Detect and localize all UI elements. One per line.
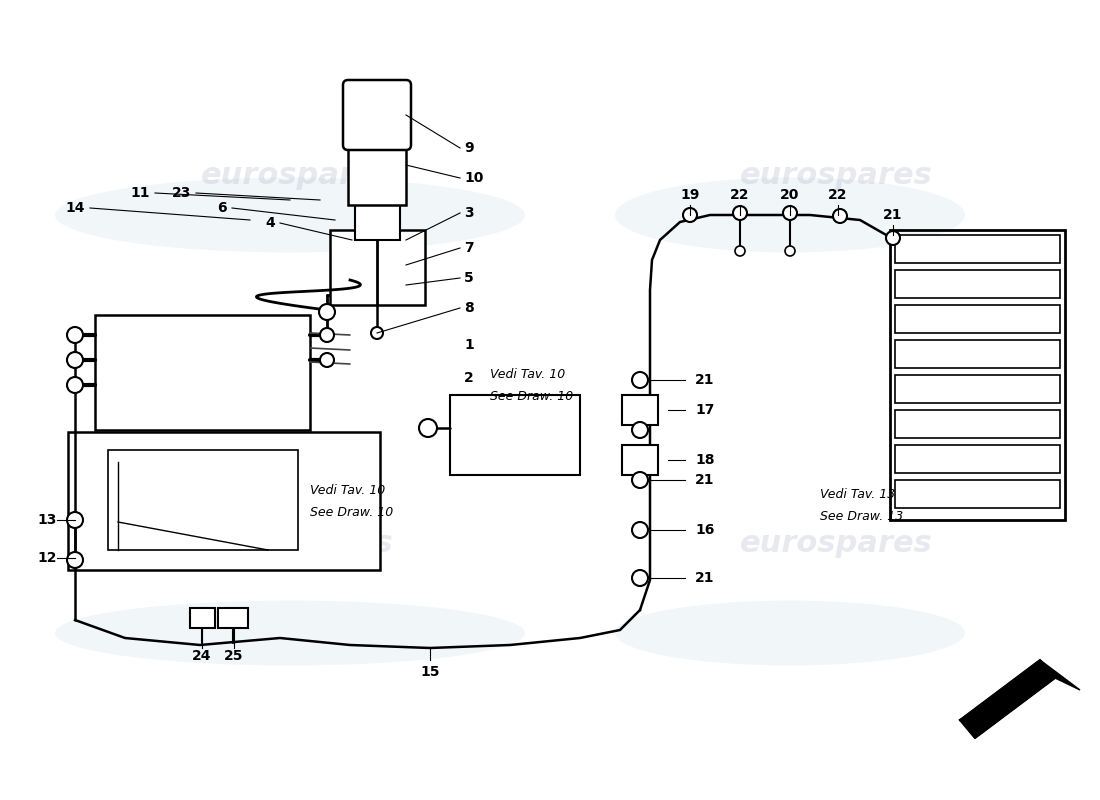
Text: 19: 19 <box>680 188 700 202</box>
Text: 7: 7 <box>464 241 474 255</box>
Bar <box>895 270 1060 298</box>
Ellipse shape <box>55 601 525 666</box>
Text: 11: 11 <box>131 186 150 200</box>
Circle shape <box>320 353 334 367</box>
Circle shape <box>632 570 648 586</box>
Circle shape <box>833 209 847 223</box>
Circle shape <box>320 328 334 342</box>
Text: 4: 4 <box>265 216 275 230</box>
Circle shape <box>783 206 798 220</box>
Bar <box>895 305 1060 333</box>
Text: 25: 25 <box>224 649 244 663</box>
Text: 21: 21 <box>695 473 715 487</box>
Bar <box>895 375 1060 403</box>
Ellipse shape <box>55 178 525 253</box>
Text: 8: 8 <box>464 301 474 315</box>
Text: 12: 12 <box>37 551 57 565</box>
Text: Vedi Tav. 10: Vedi Tav. 10 <box>490 369 565 382</box>
Bar <box>895 445 1060 473</box>
Text: 17: 17 <box>695 403 714 417</box>
Bar <box>895 480 1060 508</box>
Circle shape <box>67 327 82 343</box>
Text: 22: 22 <box>828 188 848 202</box>
Text: 23: 23 <box>172 186 191 200</box>
Ellipse shape <box>615 178 965 253</box>
Circle shape <box>319 304 336 320</box>
Text: 9: 9 <box>464 141 474 155</box>
Bar <box>895 410 1060 438</box>
Bar <box>95 315 310 430</box>
Circle shape <box>67 377 82 393</box>
Bar <box>621 445 658 475</box>
Circle shape <box>632 472 648 488</box>
Circle shape <box>632 372 648 388</box>
Bar <box>348 140 406 205</box>
Text: 16: 16 <box>695 523 714 537</box>
Text: 3: 3 <box>464 206 474 220</box>
Circle shape <box>371 327 383 339</box>
Bar <box>621 395 658 425</box>
Text: 21: 21 <box>695 373 715 387</box>
Polygon shape <box>1040 660 1080 690</box>
Bar <box>330 230 425 305</box>
Circle shape <box>785 246 795 256</box>
Text: 21: 21 <box>695 571 715 585</box>
Circle shape <box>735 246 745 256</box>
Ellipse shape <box>615 601 965 666</box>
Text: 24: 24 <box>192 649 211 663</box>
Polygon shape <box>960 660 1055 738</box>
Text: 14: 14 <box>66 201 85 215</box>
Bar <box>895 340 1060 368</box>
Text: 2: 2 <box>464 371 474 385</box>
Text: eurospares: eurospares <box>739 530 933 558</box>
Text: 15: 15 <box>420 665 440 679</box>
Bar <box>355 200 400 240</box>
Bar <box>890 230 1065 520</box>
Text: 6: 6 <box>218 201 227 215</box>
Text: 5: 5 <box>464 271 474 285</box>
FancyBboxPatch shape <box>343 80 411 150</box>
Text: eurospares: eurospares <box>739 162 933 190</box>
Circle shape <box>67 352 82 368</box>
Text: eurospares: eurospares <box>200 530 394 558</box>
Text: See Draw. 10: See Draw. 10 <box>490 390 573 403</box>
Bar <box>108 450 298 550</box>
Circle shape <box>632 522 648 538</box>
Text: Vedi Tav. 10: Vedi Tav. 10 <box>310 483 385 497</box>
Text: 21: 21 <box>883 208 903 222</box>
Text: 22: 22 <box>730 188 750 202</box>
Circle shape <box>886 231 900 245</box>
Text: See Draw. 10: See Draw. 10 <box>310 506 394 518</box>
Text: 10: 10 <box>464 171 483 185</box>
Bar <box>68 432 379 570</box>
Text: See Draw. 13: See Draw. 13 <box>820 510 903 523</box>
Circle shape <box>67 512 82 528</box>
Text: 13: 13 <box>37 513 57 527</box>
Text: 18: 18 <box>695 453 715 467</box>
Circle shape <box>632 422 648 438</box>
Circle shape <box>419 419 437 437</box>
Circle shape <box>683 208 697 222</box>
Text: 1: 1 <box>464 338 474 352</box>
Bar <box>190 608 214 628</box>
Text: eurospares: eurospares <box>200 162 394 190</box>
Circle shape <box>733 206 747 220</box>
Bar <box>450 395 580 475</box>
Text: Vedi Tav. 13: Vedi Tav. 13 <box>820 489 895 502</box>
Text: 20: 20 <box>780 188 800 202</box>
Bar <box>895 235 1060 263</box>
Bar <box>218 608 248 628</box>
Circle shape <box>67 552 82 568</box>
